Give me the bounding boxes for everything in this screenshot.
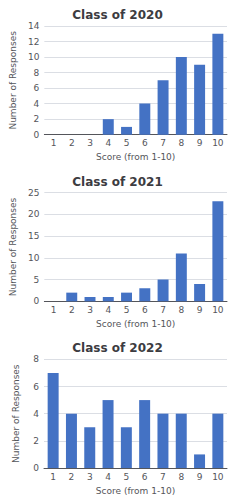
svg-text:9: 9 <box>197 472 203 482</box>
svg-text:2: 2 <box>69 472 75 482</box>
svg-text:25: 25 <box>28 188 39 198</box>
svg-text:0: 0 <box>34 130 40 140</box>
svg-text:3: 3 <box>87 305 93 315</box>
svg-text:2: 2 <box>69 138 75 148</box>
svg-text:6: 6 <box>34 83 40 93</box>
svg-text:5: 5 <box>34 275 40 285</box>
svg-text:7: 7 <box>160 138 166 148</box>
svg-text:1: 1 <box>51 305 57 315</box>
svg-text:6: 6 <box>142 138 148 148</box>
svg-text:6: 6 <box>142 472 148 482</box>
svg-text:2: 2 <box>69 305 75 315</box>
svg-text:0: 0 <box>34 296 40 306</box>
svg-text:4: 4 <box>33 409 39 419</box>
svg-text:Score (from 1-10): Score (from 1-10) <box>96 319 175 329</box>
svg-text:4: 4 <box>105 305 111 315</box>
svg-text:3: 3 <box>87 472 93 482</box>
svg-text:8: 8 <box>178 472 184 482</box>
svg-text:15: 15 <box>28 231 39 241</box>
svg-text:10: 10 <box>212 138 224 148</box>
svg-text:2: 2 <box>33 436 39 446</box>
svg-text:Score (from 1-10): Score (from 1-10) <box>96 486 175 496</box>
svg-text:3: 3 <box>87 138 93 148</box>
svg-text:10: 10 <box>212 305 224 315</box>
svg-text:Class of 2020: Class of 2020 <box>72 8 163 22</box>
svg-text:7: 7 <box>160 472 166 482</box>
svg-text:5: 5 <box>124 138 130 148</box>
svg-text:8: 8 <box>178 138 184 148</box>
svg-text:6: 6 <box>142 305 148 315</box>
svg-text:20: 20 <box>28 209 40 219</box>
svg-text:9: 9 <box>197 138 203 148</box>
svg-text:4: 4 <box>105 138 111 148</box>
svg-text:14: 14 <box>28 21 40 31</box>
svg-text:Class of 2022: Class of 2022 <box>72 341 163 355</box>
svg-text:6: 6 <box>33 382 39 392</box>
svg-text:12: 12 <box>28 37 39 47</box>
svg-text:Number of Responses: Number of Responses <box>11 364 21 463</box>
svg-text:8: 8 <box>178 305 184 315</box>
svg-text:4: 4 <box>105 472 111 482</box>
svg-text:0: 0 <box>33 463 39 473</box>
svg-text:7: 7 <box>160 305 166 315</box>
svg-text:9: 9 <box>197 305 203 315</box>
svg-text:8: 8 <box>34 68 40 78</box>
svg-text:10: 10 <box>28 52 40 62</box>
svg-text:1: 1 <box>50 472 56 482</box>
svg-text:5: 5 <box>124 305 130 315</box>
svg-text:Number of Responses: Number of Responses <box>8 197 18 296</box>
svg-text:5: 5 <box>123 472 129 482</box>
svg-text:2: 2 <box>34 114 40 124</box>
svg-text:10: 10 <box>212 472 224 482</box>
svg-text:10: 10 <box>28 253 40 263</box>
svg-text:1: 1 <box>51 138 57 148</box>
svg-text:4: 4 <box>34 99 40 109</box>
svg-text:Number of Responses: Number of Responses <box>8 31 18 130</box>
svg-text:Class of 2021: Class of 2021 <box>72 175 163 189</box>
svg-text:Score (from 1-10): Score (from 1-10) <box>96 152 175 162</box>
svg-text:8: 8 <box>33 354 39 364</box>
